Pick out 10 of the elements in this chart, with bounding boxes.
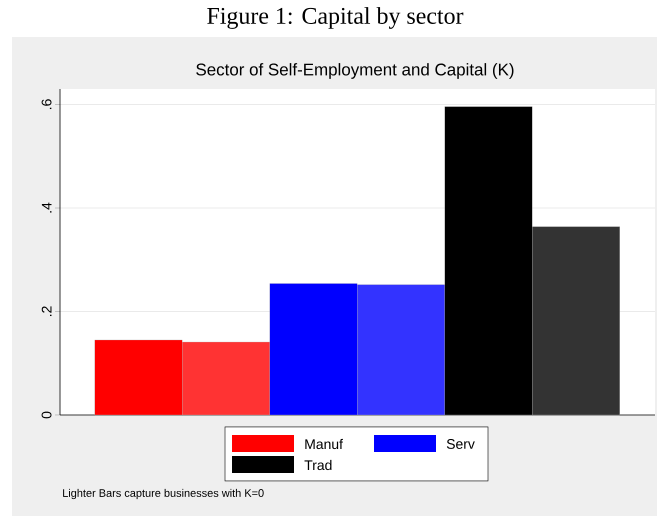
chart-subtitle: Sector of Self-Employment and Capital (K) (196, 63, 514, 79)
legend-label: Trad (304, 460, 332, 470)
text: Lighter Bars capture businesses with K=0 (63, 488, 264, 500)
y-tick-label: .2 (42, 306, 52, 316)
chart-title: Figure 1: Capital by sector (207, 7, 464, 29)
y-tick-label: .6 (42, 99, 52, 110)
legend-label: Serv (446, 439, 475, 449)
legend-label: Manuf (305, 438, 343, 450)
y-tick-label: 0 (42, 412, 52, 418)
y-tick-label: .4 (42, 202, 52, 213)
